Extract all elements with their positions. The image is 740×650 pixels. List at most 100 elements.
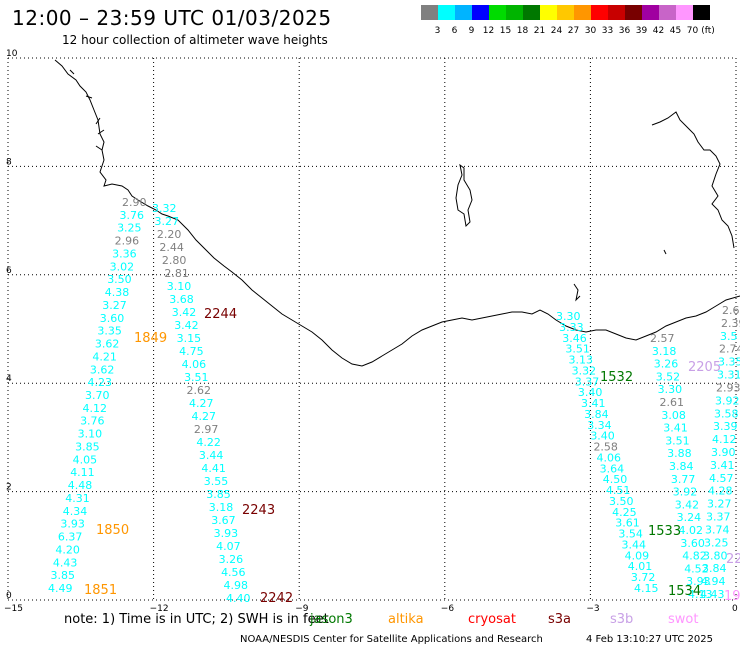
legend-swatch xyxy=(455,5,472,20)
wave-height-value: 4.21 xyxy=(92,350,117,363)
wave-height-value: 4.05 xyxy=(73,453,98,466)
legend-label: 24 xyxy=(550,26,563,36)
wave-height-value: 4.27 xyxy=(189,397,214,410)
wave-height-value: 3.54 xyxy=(618,528,643,541)
wave-height-value: 3.60 xyxy=(680,537,705,550)
wave-height-value: 4.31 xyxy=(65,492,90,505)
wave-height-value: 3.08 xyxy=(661,409,686,422)
wave-height-value: 4.75 xyxy=(179,345,204,358)
wave-height-value: 3.80 xyxy=(703,549,728,562)
y-tick-label: 8 xyxy=(6,157,12,167)
wave-height-value: 3.15 xyxy=(177,332,202,345)
y-tick-label: 6 xyxy=(6,266,12,276)
satellite-name: s3b xyxy=(610,612,634,627)
legend-label: 18 xyxy=(516,26,529,36)
wave-height-value: 3.77 xyxy=(671,473,696,486)
pass-time-label: 1849 xyxy=(134,331,167,346)
wave-height-value: 3.88 xyxy=(667,447,692,460)
wave-height-value: 3.61 xyxy=(615,517,640,530)
legend-label: 15 xyxy=(499,26,512,36)
wave-height-value: 3.30 xyxy=(658,383,683,396)
wave-height-value: 4.11 xyxy=(70,466,95,479)
wave-height-value: 3.18 xyxy=(652,345,677,358)
pass-time-label: 2243 xyxy=(242,503,275,518)
legend-label: 3 xyxy=(434,26,441,36)
wave-height-value: 3.33 xyxy=(559,321,584,334)
y-tick-label: 2 xyxy=(6,483,12,493)
wave-height-value: 3.27 xyxy=(154,215,179,228)
wave-height-value: 4.28 xyxy=(708,485,733,498)
wave-height-value: 4.15 xyxy=(634,582,659,595)
pass-time-label: 1534 xyxy=(668,584,701,599)
legend-swatch xyxy=(676,5,693,20)
wave-height-value: 3.93 xyxy=(214,527,239,540)
wave-height-value: 4.09 xyxy=(625,549,650,562)
wave-height-value: 2.80 xyxy=(162,254,187,267)
credit-line: NOAA/NESDIS Center for Satellite Applica… xyxy=(240,634,543,645)
legend-swatch xyxy=(642,5,659,20)
wave-height-value: 3.42 xyxy=(675,498,700,511)
wave-height-value: 4.41 xyxy=(201,462,226,475)
y-tick-label: 0 xyxy=(6,591,12,601)
legend-label: 21 xyxy=(533,26,546,36)
wave-height-value: 4.43 xyxy=(53,556,78,569)
pass-time-label: 1533 xyxy=(648,524,681,539)
wave-height-value: 3.10 xyxy=(167,280,192,293)
legend-swatch xyxy=(659,5,676,20)
wave-height-value: 4.23 xyxy=(87,376,112,389)
wave-height-value: 3.42 xyxy=(172,306,197,319)
wave-height-value: 3.31 xyxy=(717,369,740,382)
wave-height-value: 3.51 xyxy=(565,343,590,356)
wave-height-value: 4.12 xyxy=(83,402,108,415)
legend-label: 36 xyxy=(618,26,631,36)
wave-height-value: 3.85 xyxy=(50,569,75,582)
pass-time-labels: 2244 1849 1850 1851 2243 2242 1532 1533 1534 2205… xyxy=(84,307,740,606)
pass-time-label: 1850 xyxy=(96,523,129,538)
satellite-name: cryosat xyxy=(468,612,516,627)
pass-time-label: 2244 xyxy=(204,307,237,322)
wave-height-value: 3.55 xyxy=(204,475,229,488)
wave-height-value: 2.61 xyxy=(660,396,685,409)
wave-height-value: 3.34 xyxy=(587,419,612,432)
wave-height-value: 4.27 xyxy=(191,410,216,423)
coastline-island-2 xyxy=(663,249,667,255)
wave-height-value: 3.46 xyxy=(562,332,587,345)
wave-height-value: 4.82 xyxy=(682,550,707,563)
wave-height-value: 4.40 xyxy=(226,592,251,605)
wave-height-value: 3.25 xyxy=(704,536,729,549)
map-title: 12:00 – 23:59 UTC 01/03/2025 xyxy=(12,6,332,30)
wave-height-value: 3.84 xyxy=(584,408,609,421)
wave-height-value: 3.42 xyxy=(174,319,199,332)
wave-height-value: 3.40 xyxy=(590,430,615,443)
wave-height-value: 3.35 xyxy=(97,325,122,338)
legend-label: 33 xyxy=(601,26,614,36)
wave-height-value: 3.26 xyxy=(219,553,244,566)
wave-height-value: 4.22 xyxy=(196,436,221,449)
wave-height-value: 3.90 xyxy=(711,446,736,459)
pass-time-label: 22 xyxy=(726,552,740,567)
wave-height-value: 3.72 xyxy=(631,571,656,584)
wave-height-value: 3.40 xyxy=(578,386,603,399)
wave-height-value: 3.10 xyxy=(78,428,103,441)
wave-height-value: 3.51 xyxy=(184,371,209,384)
x-tick-label: −6 xyxy=(441,604,455,614)
wave-height-value: 3.52 xyxy=(656,370,681,383)
map-subtitle: 12 hour collection of altimeter wave hei… xyxy=(62,33,328,47)
wave-height-value: 2.74 xyxy=(719,343,740,356)
wave-height-value: 4.06 xyxy=(597,451,622,464)
wave-height-value: 4.01 xyxy=(628,560,653,573)
wave-height-value: 4.51 xyxy=(606,484,631,497)
wave-height-value: 2.90 xyxy=(122,196,147,209)
x-tick-label: −12 xyxy=(150,604,169,614)
wave-height-value: 3.50 xyxy=(107,273,132,286)
wave-height-value: 3.41 xyxy=(581,397,606,410)
wave-height-value: 3.36 xyxy=(112,247,137,260)
wave-height-value: 3.37 xyxy=(575,375,600,388)
legend-swatch xyxy=(523,5,540,20)
x-tick-label: 0 xyxy=(732,604,738,614)
x-tick-label: −9 xyxy=(295,604,309,614)
wave-height-value: 2.39 xyxy=(721,317,740,330)
satellite-name: s3a xyxy=(548,612,572,627)
legend-unit: (ft) xyxy=(701,26,715,36)
